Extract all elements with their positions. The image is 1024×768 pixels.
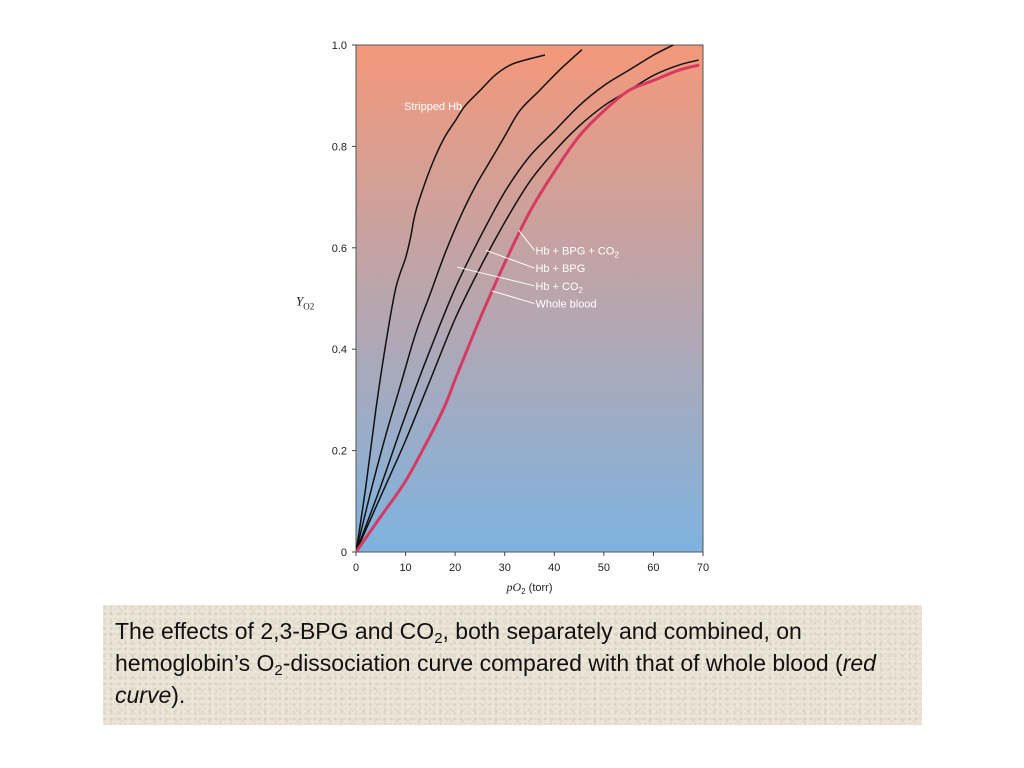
y-tick-label: 1.0 xyxy=(332,40,347,52)
caption-italic: red curve xyxy=(115,650,876,708)
x-tick-label: 60 xyxy=(647,562,659,574)
y-axis-label-sub: O2 xyxy=(303,302,314,312)
plot-frame xyxy=(355,44,704,553)
y-tick-label: 0.8 xyxy=(332,141,347,153)
x-tick-label: 30 xyxy=(499,562,511,574)
annotation-label-whole-blood: Whole blood xyxy=(535,299,596,311)
annotation-main-text: Stripped Hb xyxy=(404,101,462,113)
annotation-label-hb-bpg-co2: Hb + BPG + CO2 xyxy=(535,245,619,259)
y-tick-label: 0.2 xyxy=(332,446,347,458)
axis-label-layer: pO2 (torr) YO2 xyxy=(296,294,553,597)
annotation-subscript: 2 xyxy=(579,286,584,295)
y-tick-label: 0 xyxy=(341,547,347,559)
annotation-main-text: Hb + CO xyxy=(535,281,579,293)
annotation-main-text: Whole blood xyxy=(535,299,596,311)
caption-part-2: , both separately and combined, on hemog… xyxy=(115,618,802,676)
caption-part-4: ). xyxy=(171,682,186,708)
x-axis-label-main: pO xyxy=(505,580,521,594)
caption-sub-2: 2 xyxy=(274,662,283,679)
x-tick-label: 70 xyxy=(697,562,709,574)
y-axis-label: YO2 xyxy=(296,294,314,312)
x-tick-label: 50 xyxy=(598,562,610,574)
axes: 0 10 20 30 40 50 60 70 0 0.2 0.4 0.6 0.8 1.0 xyxy=(332,40,709,574)
annotation-label-hb-co2: Hb + CO2 xyxy=(535,281,583,295)
caption-sub-1: 2 xyxy=(434,630,443,647)
annotation-label-hb-bpg: Hb + BPG xyxy=(535,263,585,275)
caption-text: The effects of 2,3-BPG and CO2, both sep… xyxy=(115,615,910,711)
caption-box: The effects of 2,3-BPG and CO2, both sep… xyxy=(103,605,922,725)
y-axis-label-main: Y xyxy=(296,294,305,309)
x-axis-label: pO2 (torr) xyxy=(505,580,552,596)
oxygen-dissociation-chart: 0 10 20 30 40 50 60 70 0 0.2 0.4 0.6 0.8 1.0 Stripped… xyxy=(296,40,709,597)
annotation-leader-line xyxy=(491,290,535,305)
y-tick-label: 0.4 xyxy=(332,344,347,356)
x-tick-label: 40 xyxy=(548,562,560,574)
series-line-stripped-hb xyxy=(356,54,546,552)
series-line-whole-blood xyxy=(356,63,700,552)
x-tick-label: 20 xyxy=(449,562,461,574)
annotation-main-text: Hb + BPG + CO xyxy=(535,245,614,257)
annotation-main-text: Hb + BPG xyxy=(535,263,585,275)
caption-part-1: The effects of 2,3-BPG and CO xyxy=(115,618,435,644)
x-axis-label-sub: 2 xyxy=(521,587,526,596)
x-axis-label-unit: (torr) xyxy=(526,582,553,594)
series-line-hb-co2 xyxy=(356,59,699,552)
caption-part-3: -dissociation curve compared with that o… xyxy=(282,650,843,676)
annotation-leader-line xyxy=(518,229,535,251)
annotation-leader-line xyxy=(457,266,535,287)
x-tick-label: 0 xyxy=(353,562,359,574)
x-tick-label: 10 xyxy=(399,562,411,574)
series-layer xyxy=(356,45,700,552)
series-line-hb-bpg xyxy=(356,45,675,552)
annotation-label-stripped-hb: Stripped Hb xyxy=(404,101,462,113)
series-line-hb-bpg-co2 xyxy=(356,49,583,552)
y-tick-label: 0.6 xyxy=(332,243,347,255)
annotation-subscript: 2 xyxy=(614,250,619,259)
annotation-leader-line xyxy=(485,249,535,269)
